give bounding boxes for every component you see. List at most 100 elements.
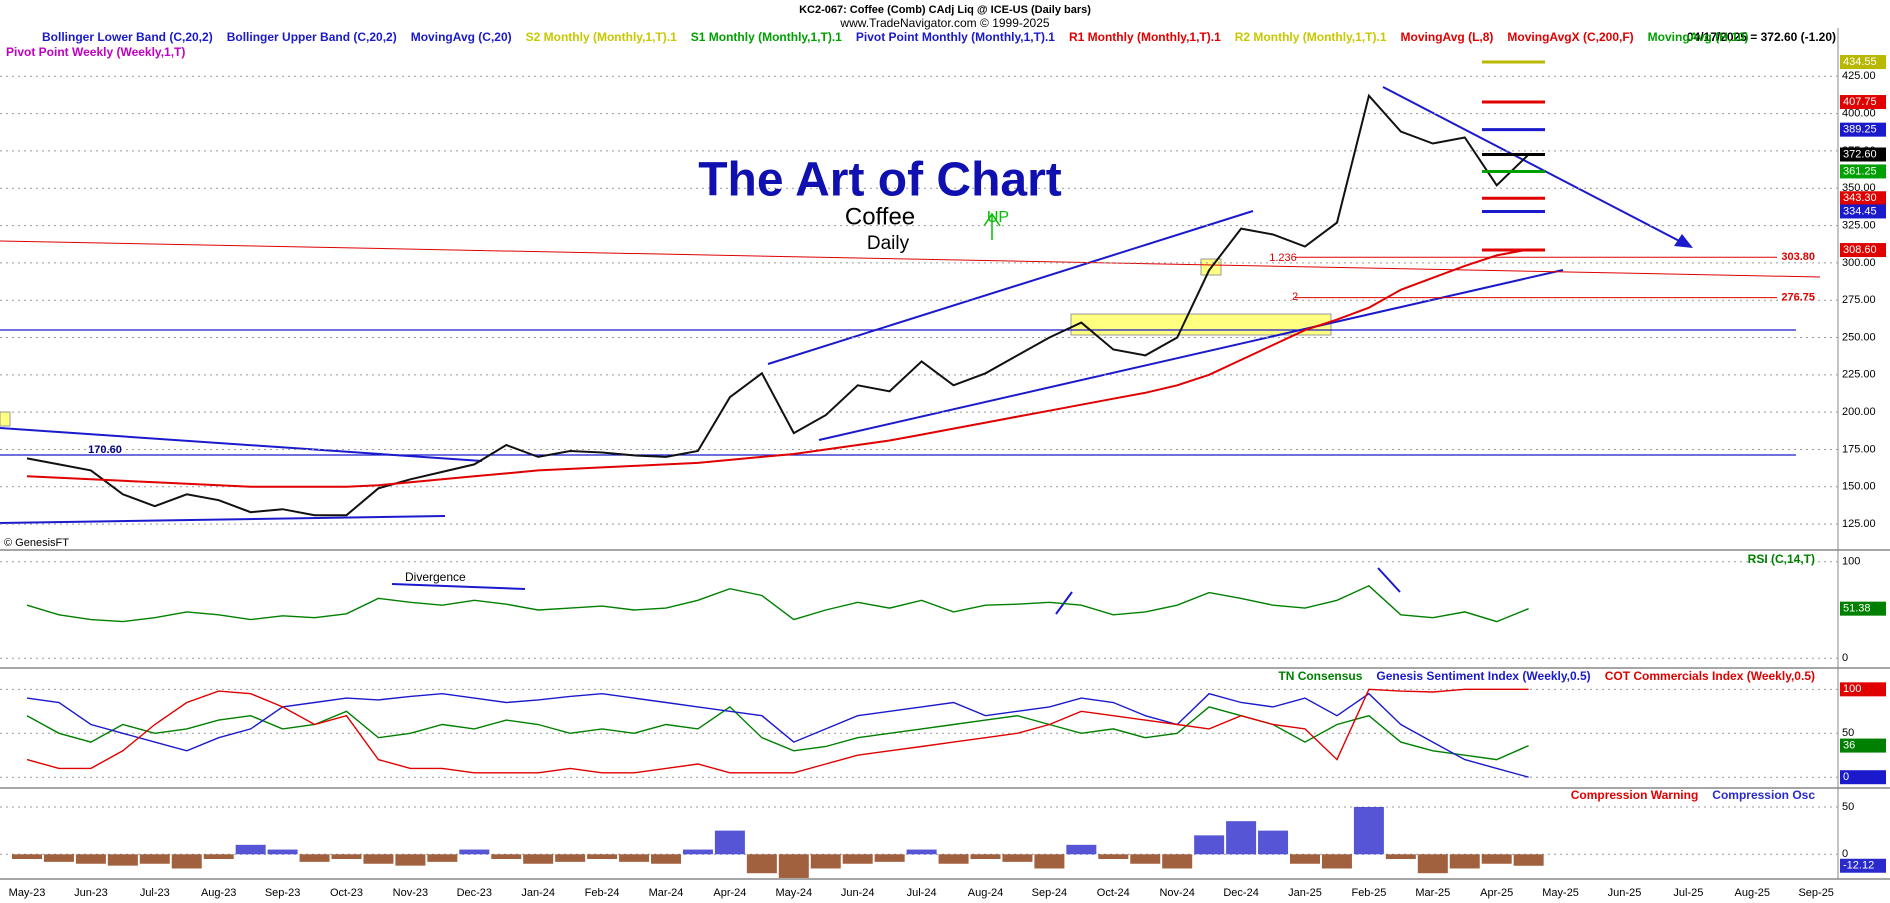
bar [491, 854, 522, 860]
bar [1130, 854, 1161, 864]
x-tick-label: Jul-23 [140, 887, 170, 899]
value-badge [1840, 147, 1886, 162]
legend-entry: R1 Monthly (Monthly,1,T).1 [1069, 30, 1221, 44]
x-tick-label: Aug-25 [1735, 887, 1770, 899]
x-tick-label: Oct-24 [1097, 887, 1130, 899]
bar [1513, 854, 1544, 866]
y-tick-label: 425.00 [1842, 70, 1876, 82]
x-tick-label: Feb-25 [1351, 887, 1386, 899]
legend-entry: MovingAvg (L,8) [1401, 30, 1494, 44]
annotation: UP [987, 209, 1009, 226]
y-tick-label: 50 [1842, 727, 1854, 739]
trend-line [0, 515, 446, 524]
y-tick-label: 300.00 [1842, 257, 1876, 269]
highlight-box [0, 411, 11, 427]
divergence-line [391, 583, 526, 590]
x-tick-label: Aug-24 [968, 887, 1003, 899]
x-tick-label: Sep-24 [1032, 887, 1067, 899]
bar [555, 854, 586, 862]
annotation: 1.236 [1269, 252, 1297, 264]
legend-entry: MovingAvg (C,20) [411, 30, 512, 44]
indicator-note: Pivot Point Weekly (Weekly,1,T) [6, 45, 185, 59]
bar [235, 844, 266, 855]
x-tick-label: Jun-23 [74, 887, 108, 899]
bar [938, 854, 969, 864]
trend-line [1382, 86, 1688, 246]
bar [1066, 844, 1097, 855]
y-tick-label: 50 [1842, 801, 1854, 813]
x-tick-label: Jan-25 [1288, 887, 1322, 899]
y-tick-label: 250.00 [1842, 331, 1876, 343]
x-tick-label: Dec-23 [457, 887, 492, 899]
bar [395, 854, 426, 866]
y-tick-label: 100 [1842, 556, 1860, 568]
bar [810, 854, 841, 869]
quote: 04/17/2025 = 372.60 (-1.20) [1687, 30, 1836, 44]
x-tick-label: Mar-25 [1415, 887, 1450, 899]
bar [842, 854, 873, 864]
bar [1321, 854, 1352, 869]
x-tick-label: May-23 [9, 887, 46, 899]
legend-entry: R2 Monthly (Monthly,1,T).1 [1235, 30, 1387, 44]
x-tick-label: Sep-25 [1798, 887, 1833, 899]
bar [331, 854, 362, 860]
x-tick-label: Sep-23 [265, 887, 300, 899]
x-tick-label: Apr-25 [1480, 887, 1513, 899]
y-tick-label: 275.00 [1842, 294, 1876, 306]
y-tick-label: 0 [1842, 652, 1848, 664]
bar [363, 854, 394, 864]
y-tick-label: 175.00 [1842, 443, 1876, 455]
y-tick-label: 150.00 [1842, 481, 1876, 493]
value-badge-label: 372.60 [1843, 148, 1877, 160]
annotation: The Art of Chart [698, 154, 1062, 207]
annotation: 170.60 [88, 444, 122, 456]
value-badge [1840, 95, 1886, 110]
annotation: 2 [1292, 291, 1298, 303]
legend-entry: Compression Warning [1571, 788, 1699, 802]
x-tick-label: Apr-24 [713, 887, 746, 899]
bar [1481, 854, 1512, 864]
value-badge [1840, 122, 1886, 137]
value-badge-label: 389.25 [1843, 124, 1877, 136]
bar [1449, 854, 1480, 869]
x-tick-label: May-24 [775, 887, 812, 899]
value-badge-label: 308.60 [1843, 244, 1877, 256]
y-tick-label: 325.00 [1842, 219, 1876, 231]
level-label: 303.80 [1781, 251, 1815, 263]
annotation: Divergence [405, 570, 466, 584]
x-tick-label: Dec-24 [1223, 887, 1258, 899]
x-tick-label: Oct-23 [330, 887, 363, 899]
value-badge-label: 36 [1843, 739, 1855, 751]
value-badge-label: 0 [1843, 771, 1849, 783]
bar [1194, 835, 1225, 855]
bar [523, 854, 554, 864]
chart-subtitle: www.TradeNavigator.com © 1999-2025 [839, 16, 1049, 30]
bar [1226, 821, 1257, 855]
bar [778, 854, 809, 878]
bar [714, 830, 745, 855]
trend-line [767, 210, 1254, 365]
bar [267, 849, 298, 855]
bar [587, 854, 618, 860]
legend-entry: S2 Monthly (Monthly,1,T).1 [526, 30, 677, 44]
bar [1162, 854, 1193, 869]
x-tick-label: May-25 [1542, 887, 1579, 899]
value-badge-label: 407.75 [1843, 96, 1877, 108]
legend-entry: S1 Monthly (Monthly,1,T).1 [691, 30, 842, 44]
bar [12, 854, 42, 860]
bar [203, 854, 234, 860]
value-badge [1840, 682, 1886, 697]
trend-line [0, 240, 1821, 278]
series-line [26, 692, 1529, 778]
y-tick-label: 400.00 [1842, 108, 1876, 120]
x-tick-label: Nov-24 [1159, 887, 1194, 899]
annotation: Coffee [845, 203, 915, 230]
value-badge [1840, 738, 1886, 753]
value-badge [1840, 204, 1886, 219]
y-tick-label: 350.00 [1842, 182, 1876, 194]
bar [906, 849, 937, 855]
bar [1385, 854, 1416, 860]
bar [139, 854, 170, 864]
legend-entry: MovingAvg (H,10) [1648, 30, 1749, 44]
value-badge-label: 334.45 [1843, 205, 1877, 217]
